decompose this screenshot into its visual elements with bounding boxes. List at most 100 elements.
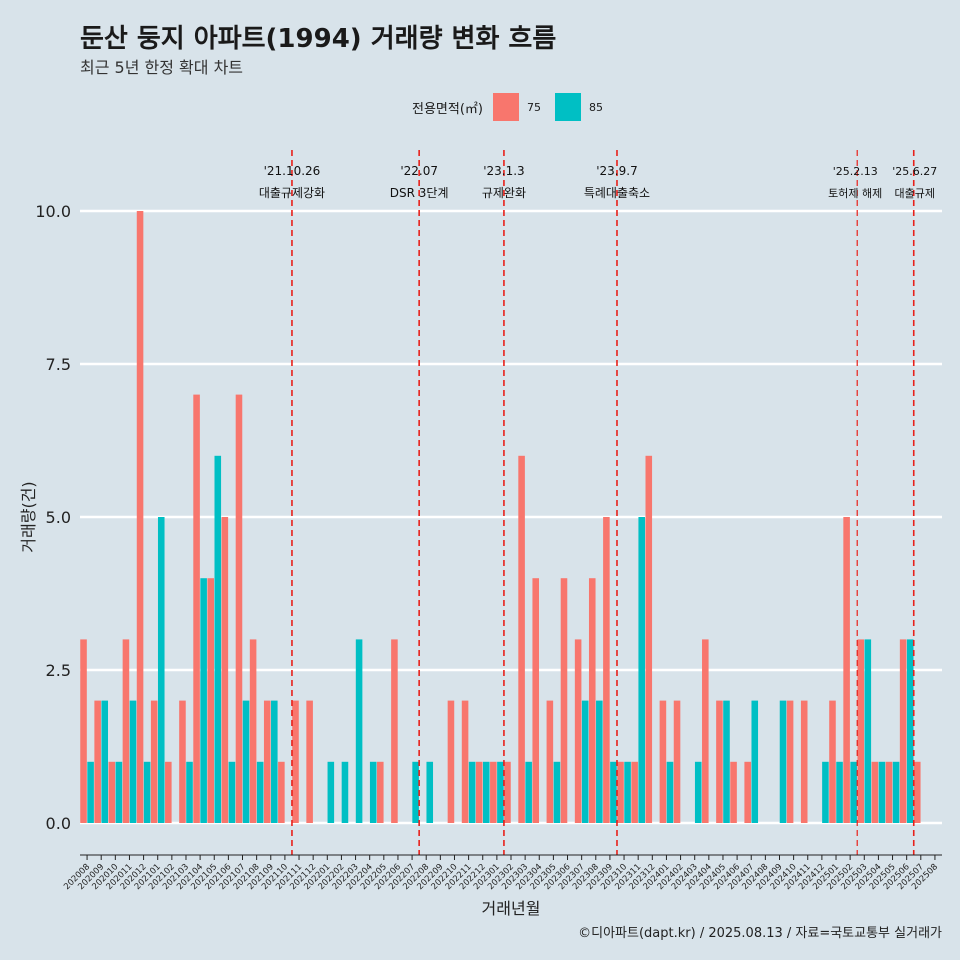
bar-75-202304 (532, 578, 540, 823)
bar-75-202502 (843, 517, 850, 823)
bar-75-202301 (490, 761, 497, 823)
event-label: 특례대출축소 (584, 186, 650, 200)
bar-75-202404 (702, 639, 709, 823)
bar-75-202405 (716, 700, 723, 823)
bar-75-202309 (603, 517, 610, 823)
bar-75-202504 (871, 761, 879, 823)
bar-75-202211 (461, 700, 469, 823)
bar-85-202504 (878, 761, 886, 823)
bar-75-202206 (391, 639, 398, 823)
bar-85-202106 (228, 761, 236, 823)
event-label: 대출규제강화 (259, 186, 325, 200)
bar-75-202101 (150, 700, 158, 823)
event-date: '25.6.27 (892, 165, 937, 178)
bar-75-202305 (546, 700, 554, 823)
bar-75-202103 (179, 700, 186, 823)
bar-85-202303 (525, 761, 532, 823)
bar-75-202010 (108, 761, 116, 823)
bar-85-202311 (638, 517, 645, 823)
bar-85-202107 (242, 700, 250, 823)
bar-85-202203 (355, 639, 363, 823)
bar-75-202307 (574, 639, 582, 823)
event-date: '21.10.26 (264, 164, 321, 178)
bar-85-202207 (412, 761, 419, 823)
bar-85-202308 (596, 700, 603, 823)
bar-75-202302 (504, 761, 511, 823)
bar-75-202303 (518, 455, 525, 823)
bar-75-202108 (249, 639, 257, 823)
bar-75-202107 (235, 394, 243, 823)
chart-title: 둔산 둥지 아파트(1994) 거래량 변화 흐름 (80, 24, 557, 54)
bar-85-202109 (271, 700, 278, 823)
event-date: '23.1.3 (483, 164, 524, 178)
bar-85-202309 (610, 761, 617, 823)
bar-85-202403 (694, 761, 702, 823)
bar-75-202406 (730, 761, 737, 823)
bar-85-202103 (186, 761, 193, 823)
bar-85-202501 (836, 761, 843, 823)
bar-85-202008 (87, 761, 94, 823)
bar-85-202108 (256, 761, 264, 823)
bar-85-202011 (129, 700, 137, 823)
bar-75-202410 (786, 700, 794, 823)
y-tick-label: 7.5 (46, 355, 71, 374)
bar-85-202101 (157, 517, 165, 823)
legend-label-75: 75 (526, 100, 541, 114)
bar-75-202212 (475, 761, 483, 823)
bar-85-202305 (553, 761, 561, 823)
bar-75-202104 (193, 394, 200, 823)
bar-85-202409 (779, 700, 787, 823)
bar-85-202505 (892, 761, 900, 823)
bar-75-202306 (560, 578, 568, 823)
bar-85-202208 (426, 761, 434, 823)
legend-label-85: 85 (588, 100, 603, 114)
legend-title: 전용면적(㎡) (412, 101, 483, 117)
bar-85-202009 (101, 700, 109, 823)
bar-85-202401 (666, 761, 674, 823)
bar-85-202503 (864, 639, 872, 823)
bar-85-202412 (822, 761, 829, 823)
bar-75-202503 (857, 639, 865, 823)
bar-85-202502 (850, 761, 857, 823)
bar-75-202210 (447, 700, 455, 823)
bar-85-202104 (200, 578, 207, 823)
bar-75-202506 (899, 639, 907, 823)
chart-subtitle: 최근 5년 한정 확대 차트 (80, 58, 244, 77)
bar-85-202105 (214, 455, 222, 823)
bar-75-202407 (744, 761, 751, 823)
bar-75-202111 (292, 700, 299, 823)
event-date: '25.2.13 (833, 165, 878, 178)
y-tick-label: 0.0 (46, 814, 71, 833)
bar-85-202307 (581, 700, 589, 823)
bar-75-202102 (165, 761, 172, 823)
y-tick-label: 10.0 (35, 202, 71, 221)
bar-75-202401 (659, 700, 667, 823)
source-caption: ©디아파트(dapt.kr) / 2025.08.13 / 자료=국토교통부 실… (578, 926, 942, 941)
bar-75-202311 (631, 761, 638, 823)
bar-85-202301 (497, 761, 504, 823)
bar-75-202312 (645, 455, 653, 823)
bar-75-202008 (80, 639, 87, 823)
bar-75-202009 (94, 700, 101, 823)
bar-85-202212 (482, 761, 490, 823)
y-tick-label: 2.5 (46, 661, 71, 680)
x-axis-title: 거래년월 (482, 899, 541, 918)
event-date: '23.9.7 (596, 164, 637, 178)
bar-85-202211 (468, 761, 476, 823)
bar-85-202407 (751, 700, 759, 823)
bar-75-202112 (306, 700, 313, 823)
bar-75-202308 (588, 578, 596, 823)
bar-75-202310 (617, 761, 624, 823)
bar-85-202506 (906, 639, 914, 823)
bar-75-202109 (263, 700, 271, 823)
bar-85-202204 (369, 761, 377, 823)
bar-75-202501 (829, 700, 836, 823)
legend-swatch-85 (554, 93, 581, 121)
bar-85-202201 (327, 761, 335, 823)
y-axis-title: 거래량(건) (19, 481, 38, 552)
bar-75-202106 (221, 517, 229, 823)
bar-85-202202 (341, 761, 349, 823)
legend-swatch-75 (492, 93, 519, 121)
bar-85-202012 (143, 761, 151, 823)
